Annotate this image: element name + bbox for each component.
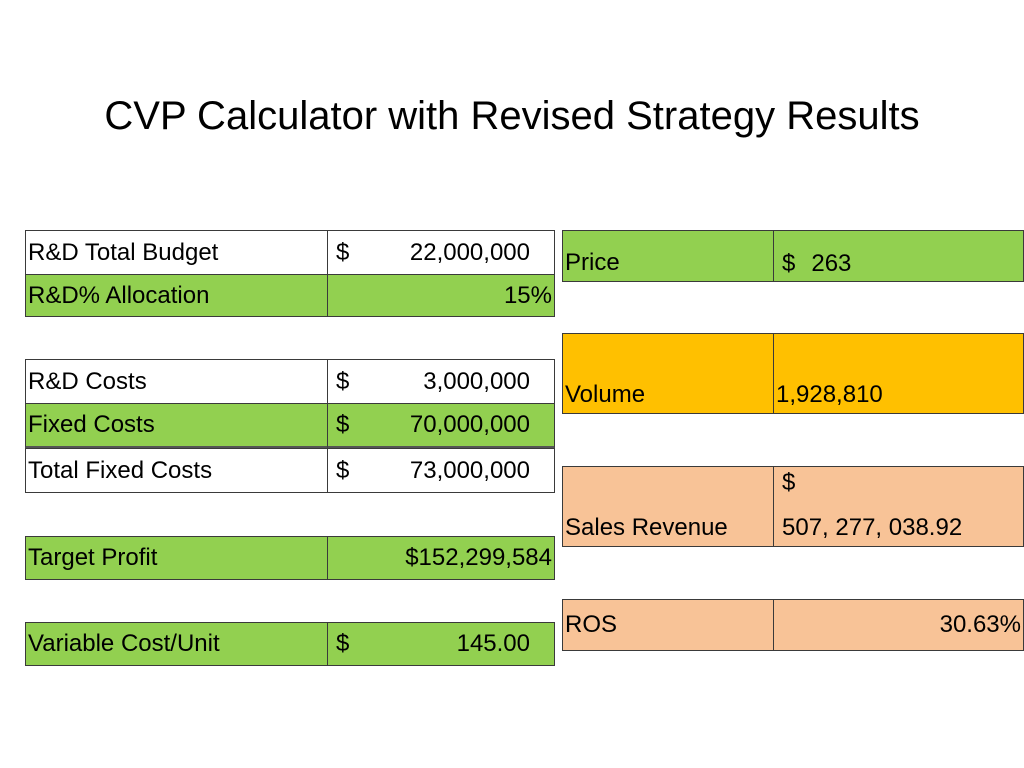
currency-symbol: $ bbox=[336, 367, 350, 395]
target-profit-value: $152,299,584 bbox=[327, 536, 555, 580]
ros-value: 30.63% bbox=[773, 599, 1024, 651]
rd-total-budget-label: R&D Total Budget bbox=[25, 230, 328, 275]
currency-symbol: $ bbox=[782, 250, 796, 277]
fixed-costs-label: Fixed Costs bbox=[25, 403, 328, 449]
rd-total-budget-value-cell: $ 22,000,000 bbox=[327, 230, 555, 275]
currency-symbol: $ bbox=[336, 238, 350, 266]
total-fixed-costs-value-cell: $ 73,000,000 bbox=[327, 448, 555, 493]
currency-symbol: $ bbox=[336, 456, 350, 484]
rd-total-budget-value: 22,000,000 bbox=[409, 238, 530, 266]
currency-symbol: $ bbox=[336, 411, 350, 438]
variable-cost-unit-label: Variable Cost/Unit bbox=[25, 622, 328, 666]
total-fixed-costs-value: 73,000,000 bbox=[409, 456, 530, 484]
rd-allocation-label: R&D% Allocation bbox=[25, 274, 328, 317]
price-value: 263 bbox=[811, 250, 852, 277]
fixed-costs-value: 70,000,000 bbox=[409, 411, 530, 438]
volume-value: 1,928,810 bbox=[773, 333, 1024, 414]
variable-cost-unit-value-cell: $ 145.00 bbox=[327, 622, 555, 666]
total-fixed-costs-label: Total Fixed Costs bbox=[25, 448, 328, 493]
currency-symbol: $ bbox=[782, 469, 796, 496]
sales-revenue-value-cell: $ 507, 277, 038.92 bbox=[773, 466, 1024, 547]
fixed-costs-value-cell: $ 70,000,000 bbox=[327, 403, 555, 449]
variable-cost-unit-value: 145.00 bbox=[456, 630, 530, 657]
ros-label: ROS bbox=[562, 599, 774, 651]
target-profit-label: Target Profit bbox=[25, 536, 328, 580]
rd-costs-label: R&D Costs bbox=[25, 359, 328, 404]
rd-costs-value: 3,000,000 bbox=[423, 367, 530, 395]
sales-revenue-value: 507, 277, 038.92 bbox=[782, 514, 963, 541]
rd-costs-value-cell: $ 3,000,000 bbox=[327, 359, 555, 404]
slide-title: CVP Calculator with Revised Strategy Res… bbox=[104, 94, 920, 138]
price-value-cell: $ 263 bbox=[773, 230, 1024, 282]
price-label: Price bbox=[562, 230, 774, 282]
currency-symbol: $ bbox=[336, 630, 350, 657]
volume-label: Volume bbox=[562, 333, 774, 414]
sales-revenue-label: Sales Revenue bbox=[562, 466, 774, 547]
rd-allocation-value: 15% bbox=[327, 274, 555, 317]
